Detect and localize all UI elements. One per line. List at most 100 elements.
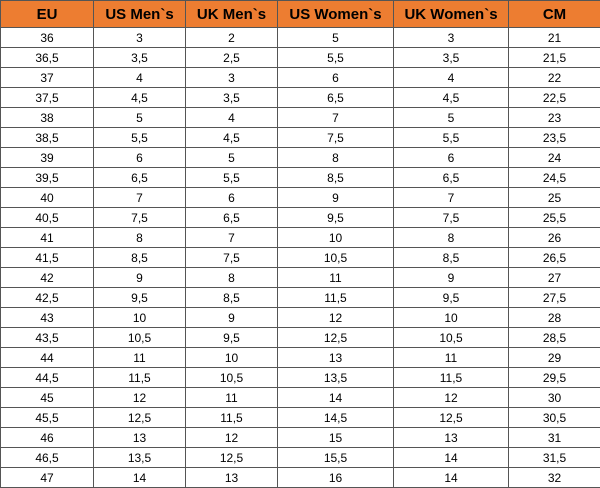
table-cell: 3	[185, 67, 278, 88]
table-cell: 7	[277, 107, 394, 128]
table-cell: 10,5	[393, 327, 509, 348]
table-cell: 45,5	[0, 407, 94, 428]
table-cell: 10	[393, 307, 509, 328]
table-cell: 38,5	[0, 127, 94, 148]
table-cell: 7,5	[393, 207, 509, 228]
table-cell: 16	[277, 467, 394, 488]
table-cell: 8,5	[393, 247, 509, 268]
table-cell: 37,5	[0, 87, 94, 108]
table-cell: 5	[393, 107, 509, 128]
table-row: 41 8 7 10 8 26	[0, 227, 600, 248]
table-cell: 14	[393, 447, 509, 468]
column-header: US Women`s	[277, 0, 394, 28]
table-cell: 26	[508, 227, 600, 248]
table-cell: 39,5	[0, 167, 94, 188]
table-cell: 11,5	[393, 367, 509, 388]
table-cell: 11,5	[93, 367, 186, 388]
table-cell: 7	[393, 187, 509, 208]
table-row: 42,5 9,5 8,5 11,5 9,5 27,5	[0, 287, 600, 308]
table-cell: 12,5	[185, 447, 278, 468]
table-cell: 11,5	[185, 407, 278, 428]
table-cell: 8,5	[277, 167, 394, 188]
table-cell: 5,5	[277, 47, 394, 68]
table-cell: 8	[185, 267, 278, 288]
table-cell: 2,5	[185, 47, 278, 68]
table-row: 43 10 9 12 10 28	[0, 307, 600, 328]
column-header: UK Men`s	[185, 0, 278, 28]
table-cell: 47	[0, 467, 94, 488]
table-cell: 12	[393, 387, 509, 408]
table-cell: 13	[393, 427, 509, 448]
table-row: 37 4 3 6 4 22	[0, 67, 600, 88]
table-cell: 29	[508, 347, 600, 368]
table-cell: 6	[393, 147, 509, 168]
table-cell: 30	[508, 387, 600, 408]
table-cell: 13,5	[93, 447, 186, 468]
table-cell: 4	[185, 107, 278, 128]
column-header: CM	[508, 0, 600, 28]
table-cell: 8	[93, 227, 186, 248]
table-cell: 38	[0, 107, 94, 128]
table-cell: 15,5	[277, 447, 394, 468]
table-cell: 41,5	[0, 247, 94, 268]
table-cell: 8	[393, 227, 509, 248]
table-cell: 4	[93, 67, 186, 88]
table-cell: 25,5	[508, 207, 600, 228]
table-cell: 3,5	[185, 87, 278, 108]
table-cell: 6,5	[277, 87, 394, 108]
table-row: 44 11 10 13 11 29	[0, 347, 600, 368]
table-row: 40,5 7,5 6,5 9,5 7,5 25,5	[0, 207, 600, 228]
table-cell: 10	[277, 227, 394, 248]
table-cell: 9,5	[185, 327, 278, 348]
table-cell: 41	[0, 227, 94, 248]
table-cell: 10,5	[93, 327, 186, 348]
table-cell: 6	[277, 67, 394, 88]
table-cell: 2	[185, 27, 278, 48]
table-cell: 14	[93, 467, 186, 488]
table-cell: 4	[393, 67, 509, 88]
table-row: 45,5 12,5 11,5 14,5 12,5 30,5	[0, 407, 600, 428]
table-cell: 6,5	[185, 207, 278, 228]
table-cell: 46	[0, 427, 94, 448]
table-cell: 29,5	[508, 367, 600, 388]
table-row: 37,5 4,5 3,5 6,5 4,5 22,5	[0, 87, 600, 108]
table-cell: 46,5	[0, 447, 94, 468]
table-cell: 14,5	[277, 407, 394, 428]
table-cell: 11	[277, 267, 394, 288]
table-cell: 42	[0, 267, 94, 288]
table-cell: 22	[508, 67, 600, 88]
table-cell: 12,5	[277, 327, 394, 348]
table-cell: 12,5	[93, 407, 186, 428]
table-cell: 12,5	[393, 407, 509, 428]
table-cell: 5	[277, 27, 394, 48]
table-row: 36,5 3,5 2,5 5,5 3,5 21,5	[0, 47, 600, 68]
table-cell: 23	[508, 107, 600, 128]
table-cell: 3,5	[393, 47, 509, 68]
table-cell: 12	[277, 307, 394, 328]
table-cell: 6	[93, 147, 186, 168]
table-cell: 13	[277, 347, 394, 368]
table-cell: 21	[508, 27, 600, 48]
table-cell: 27	[508, 267, 600, 288]
table-cell: 4,5	[93, 87, 186, 108]
table-cell: 37	[0, 67, 94, 88]
table-cell: 23,5	[508, 127, 600, 148]
table-cell: 13	[185, 467, 278, 488]
table-cell: 10	[185, 347, 278, 368]
table-cell: 9	[393, 267, 509, 288]
table-row: 44,5 11,5 10,5 13,5 11,5 29,5	[0, 367, 600, 388]
table-cell: 39	[0, 147, 94, 168]
table-cell: 43	[0, 307, 94, 328]
table-cell: 10,5	[185, 367, 278, 388]
table-row: 36 3 2 5 3 21	[0, 27, 600, 48]
table-cell: 6	[185, 187, 278, 208]
table-cell: 13,5	[277, 367, 394, 388]
table-cell: 5,5	[393, 127, 509, 148]
table-cell: 27,5	[508, 287, 600, 308]
table-cell: 4,5	[393, 87, 509, 108]
column-header: UK Women`s	[393, 0, 509, 28]
table-cell: 14	[277, 387, 394, 408]
table-cell: 43,5	[0, 327, 94, 348]
table-cell: 22,5	[508, 87, 600, 108]
